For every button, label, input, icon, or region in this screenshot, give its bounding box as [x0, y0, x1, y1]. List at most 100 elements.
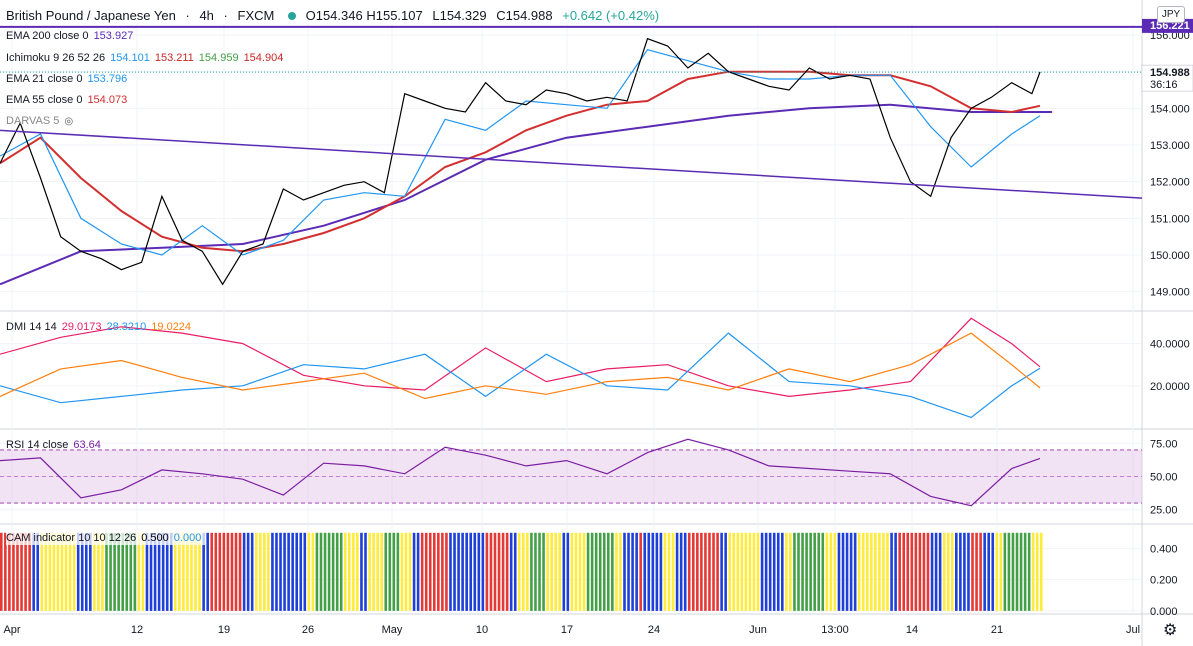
cam-bar: [307, 532, 311, 611]
cam-bar: [182, 532, 185, 611]
cam-bar: [999, 532, 1003, 611]
x-tick-label: 21: [991, 624, 1003, 636]
series-line-adx: [0, 332, 1041, 400]
cam-bar: [190, 532, 193, 611]
cam-bar: [368, 532, 371, 611]
legend-ema21[interactable]: EMA 21 close 0 153.796: [6, 72, 132, 86]
cam-bar: [558, 532, 562, 611]
legend-rsi[interactable]: RSI 14 close 63.64: [6, 438, 106, 452]
cam-bar: [833, 532, 837, 611]
cam-bar: [975, 532, 978, 611]
cam-bar: [315, 532, 319, 611]
cam-bar: [153, 532, 157, 611]
cam-bar: [708, 532, 711, 611]
cam-bar: [198, 532, 201, 611]
x-tick-label: May: [382, 624, 403, 636]
cam-bar: [428, 532, 432, 611]
cam-bar: [894, 532, 897, 611]
cam-bar: [1031, 532, 1035, 611]
cam-bar: [647, 532, 651, 611]
cam-bar: [145, 532, 149, 611]
legend-value: 63.64: [73, 439, 101, 451]
cam-bar: [582, 532, 586, 611]
cam-bar: [841, 532, 845, 611]
cam-bar: [522, 532, 525, 611]
y-tick-label: 154.000: [1150, 103, 1190, 115]
cam-bar: [898, 532, 901, 611]
cam-bar: [461, 532, 464, 611]
series-line-ema-200-close-0: [0, 103, 1053, 286]
cam-bar: [1035, 532, 1039, 611]
cam-bar: [364, 532, 367, 611]
cam-bar: [1003, 532, 1007, 611]
gear-icon[interactable]: ⚙: [1163, 622, 1178, 639]
trend-line: [0, 129, 1143, 199]
cam-bar: [789, 532, 792, 611]
cam-bar: [424, 532, 428, 611]
legend-ichimoku[interactable]: Ichimoku 9 26 52 26 154.101 153.211 154.959…: [6, 51, 288, 65]
symbol-name[interactable]: British Pound / Japanese Yen: [6, 8, 176, 23]
legend-label: EMA 55 close 0: [6, 94, 83, 106]
cam-bar: [586, 532, 590, 611]
cam-bar: [671, 532, 675, 611]
cam-bar: [598, 532, 602, 611]
cam-bar: [465, 532, 468, 611]
cam-bar: [246, 532, 250, 611]
legend-dmi[interactable]: DMI 14 14 29.0173 28.3210 19.0224: [6, 320, 196, 334]
legend-ema200[interactable]: EMA 200 close 0 153.927: [6, 29, 138, 43]
cam-bar: [234, 532, 238, 611]
x-tick-label: Apr: [3, 624, 20, 636]
cam-bar: [214, 532, 218, 611]
series-line-ema-21-close-0: [0, 49, 1041, 256]
cam-bar: [667, 532, 671, 611]
cam-bar: [619, 532, 622, 611]
cam-bar: [117, 532, 120, 611]
cam-bar: [133, 532, 137, 611]
cam-bar: [906, 532, 910, 611]
legend-cam[interactable]: CAM indicator 10 10 12 26 0.500 0.000: [6, 531, 207, 545]
cam-bar: [323, 532, 327, 611]
cam-bar: [392, 532, 396, 611]
cam-bar: [781, 532, 784, 611]
cam-bar: [28, 532, 31, 611]
cam-bar: [0, 532, 3, 611]
separator: ·: [185, 8, 190, 23]
cam-bar: [497, 532, 501, 611]
cam-bar: [254, 532, 258, 611]
cam-bar: [295, 532, 299, 611]
currency-badge[interactable]: JPY: [1157, 6, 1185, 23]
cam-bar: [32, 532, 35, 611]
cam-bar: [267, 532, 270, 611]
cam-bar: [562, 532, 566, 611]
cam-bar: [68, 532, 72, 611]
separator: ·: [223, 8, 228, 23]
legend-darvas[interactable]: DARVAS 5 ◎: [6, 114, 78, 129]
cam-bar: [1019, 532, 1023, 611]
cam-bar: [590, 532, 594, 611]
cam-bar: [809, 532, 812, 611]
cam-bar: [157, 532, 161, 611]
cam-bar: [287, 532, 290, 611]
cam-bar: [635, 532, 638, 611]
cam-bar: [348, 532, 351, 611]
cam-bar: [938, 532, 942, 611]
cam-bar: [655, 532, 659, 611]
cam-bar: [829, 532, 833, 611]
cam-bar: [4, 532, 7, 611]
interval[interactable]: 4h: [199, 8, 214, 23]
cam-bar: [679, 532, 683, 611]
cam-bar: [720, 532, 723, 611]
cam-bar: [20, 532, 23, 611]
legend-value: 19.0224: [151, 321, 192, 333]
cam-bar: [837, 532, 841, 611]
cam-bar: [372, 532, 375, 611]
cam-bar: [449, 532, 452, 611]
cam-bar: [291, 532, 294, 611]
legend-ema55[interactable]: EMA 55 close 0 154.073: [6, 93, 132, 107]
legend-value: 153.796: [87, 73, 128, 85]
hidden-eye-icon[interactable]: ◎: [64, 116, 74, 127]
x-tick-label: 17: [561, 624, 573, 636]
cam-bar: [437, 532, 440, 611]
cam-bar: [696, 532, 699, 611]
